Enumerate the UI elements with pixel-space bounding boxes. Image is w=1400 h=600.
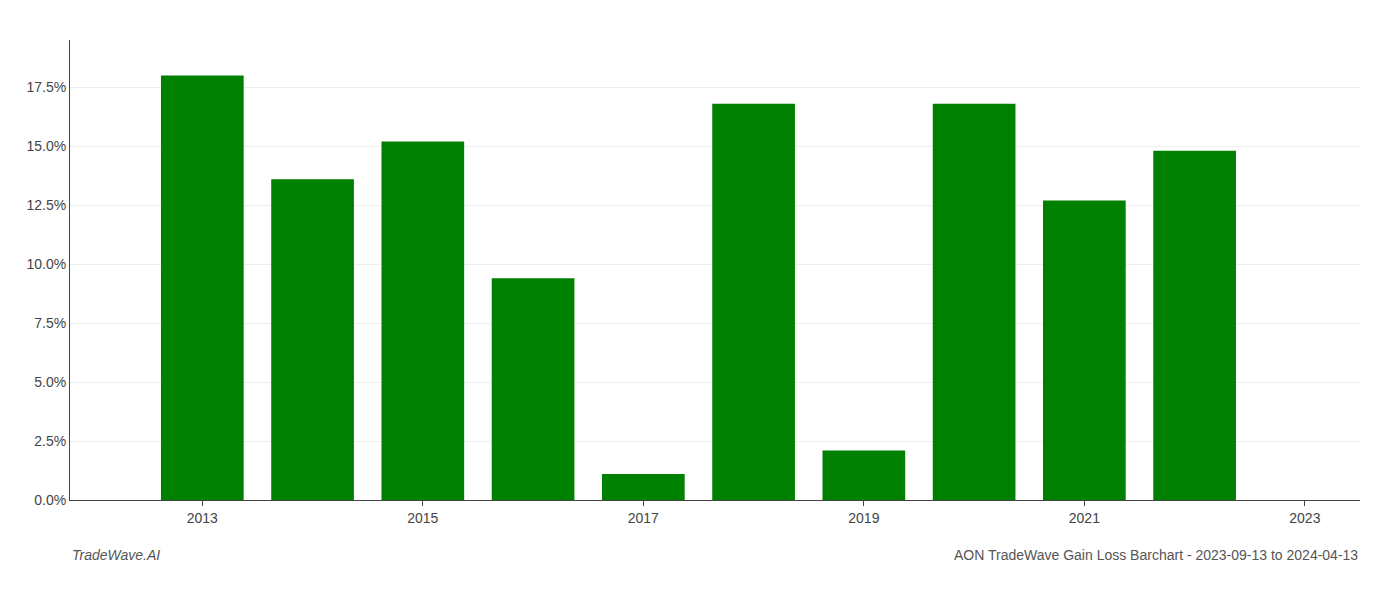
svg-text:2015: 2015	[407, 510, 438, 526]
svg-text:2019: 2019	[848, 510, 879, 526]
svg-text:2013: 2013	[187, 510, 218, 526]
svg-text:2.5%: 2.5%	[34, 433, 66, 449]
svg-text:12.5%: 12.5%	[26, 197, 66, 213]
svg-text:15.0%: 15.0%	[26, 138, 66, 154]
svg-text:10.0%: 10.0%	[26, 256, 66, 272]
svg-text:AON TradeWave Gain Loss Barcha: AON TradeWave Gain Loss Barchart - 2023-…	[954, 547, 1358, 563]
svg-text:5.0%: 5.0%	[34, 374, 66, 390]
svg-text:0.0%: 0.0%	[34, 492, 66, 508]
svg-text:2017: 2017	[628, 510, 659, 526]
svg-text:7.5%: 7.5%	[34, 315, 66, 331]
svg-text:2023: 2023	[1289, 510, 1320, 526]
svg-text:2021: 2021	[1069, 510, 1100, 526]
svg-text:17.5%: 17.5%	[26, 79, 66, 95]
svg-text:TradeWave.AI: TradeWave.AI	[72, 547, 160, 563]
